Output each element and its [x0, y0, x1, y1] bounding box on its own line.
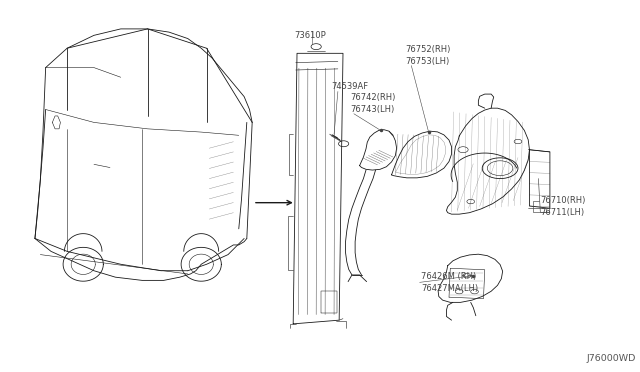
Text: 76752(RH)
76753(LH): 76752(RH) 76753(LH) [405, 45, 451, 65]
Text: J76000WD: J76000WD [587, 354, 636, 363]
Text: 76426M (RH)
76427MA(LH): 76426M (RH) 76427MA(LH) [421, 272, 478, 293]
Text: 76710(RH)
76711(LH): 76710(RH) 76711(LH) [540, 196, 586, 217]
Text: 74539AF: 74539AF [332, 83, 369, 92]
Text: 73610P: 73610P [294, 31, 326, 39]
Text: 76742(RH)
76743(LH): 76742(RH) 76743(LH) [351, 93, 396, 114]
